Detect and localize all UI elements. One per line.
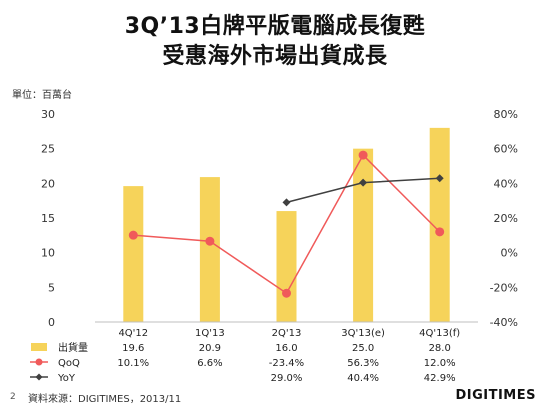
y2-axis-tick-label: 20% [494, 212, 518, 225]
y2-axis-tick-label: 80% [494, 108, 518, 121]
legend-label: 出貨量 [58, 341, 88, 354]
chart-title-line-2: 受惠海外市場出貨成長 [162, 44, 388, 69]
data-table-value: 40.4% [347, 373, 379, 384]
bar-shipment [353, 148, 374, 322]
yoy-point [435, 174, 444, 183]
bar-shipment [276, 211, 297, 322]
y-axis-tick-label: 15 [41, 212, 55, 225]
y2-axis-tick-label: -20% [490, 281, 518, 294]
data-table-value: 29.0% [271, 373, 303, 384]
bar-shipment [199, 177, 220, 322]
y-axis-tick-label: 25 [41, 143, 55, 156]
data-table-value: 10.1% [117, 358, 149, 369]
qoq-point [282, 288, 291, 298]
data-table-value: -23.4% [269, 358, 304, 369]
y2-axis-tick-label: 40% [494, 177, 518, 190]
source-note: 資料來源：DIGITIMES，2013/11 [28, 394, 182, 405]
data-table-value: 12.0% [424, 358, 456, 369]
legend-marker-yoy [35, 373, 43, 381]
qoq-point [435, 227, 445, 237]
y-axis-tick-label: 5 [48, 281, 55, 294]
legend-swatch-shipment [31, 343, 47, 351]
legend-label: QoQ [58, 358, 80, 369]
x-axis-tick-label: 4Q'13(f) [419, 328, 460, 339]
data-table-value: 6.6% [197, 358, 222, 369]
chart-title-line-1: 3Q’13白牌平版電腦成長復甦 [124, 14, 426, 39]
data-table-value: 42.9% [424, 373, 456, 384]
data-table-value: 28.0 [429, 343, 451, 354]
data-table-value: 16.0 [275, 343, 297, 354]
y2-axis-tick-label: 0% [501, 247, 518, 260]
y-axis-tick-label: 0 [48, 316, 55, 329]
data-table-value: 25.0 [352, 343, 374, 354]
legend-label: YoY [57, 373, 76, 384]
page-number: 2 [10, 392, 16, 402]
y-axis-tick-label: 10 [41, 247, 55, 260]
yoy-point [359, 178, 368, 187]
data-table-value: 20.9 [199, 343, 221, 354]
x-axis-tick-label: 1Q'13 [195, 328, 225, 339]
x-axis-tick-label: 4Q'12 [118, 328, 148, 339]
unit-label: 單位：百萬台 [12, 90, 72, 101]
data-table-value: 56.3% [347, 358, 379, 369]
qoq-point [358, 150, 368, 160]
yoy-point [282, 198, 291, 207]
x-axis-tick-label: 3Q'13(e) [341, 328, 385, 339]
x-axis-tick-label: 2Q'13 [272, 328, 302, 339]
digitimes-logo: DIGITIMES [455, 388, 536, 403]
qoq-point [205, 236, 215, 246]
legend-marker-qoq [35, 358, 43, 366]
y2-axis-tick-label: 60% [494, 143, 518, 156]
y-axis-tick-label: 20 [41, 177, 55, 190]
qoq-point [128, 230, 138, 240]
y2-axis-tick-label: -40% [490, 316, 518, 329]
y-axis-tick-label: 30 [41, 108, 55, 121]
bar-shipment [123, 186, 144, 322]
data-table-value: 19.6 [122, 343, 144, 354]
bar-shipment [429, 127, 450, 322]
